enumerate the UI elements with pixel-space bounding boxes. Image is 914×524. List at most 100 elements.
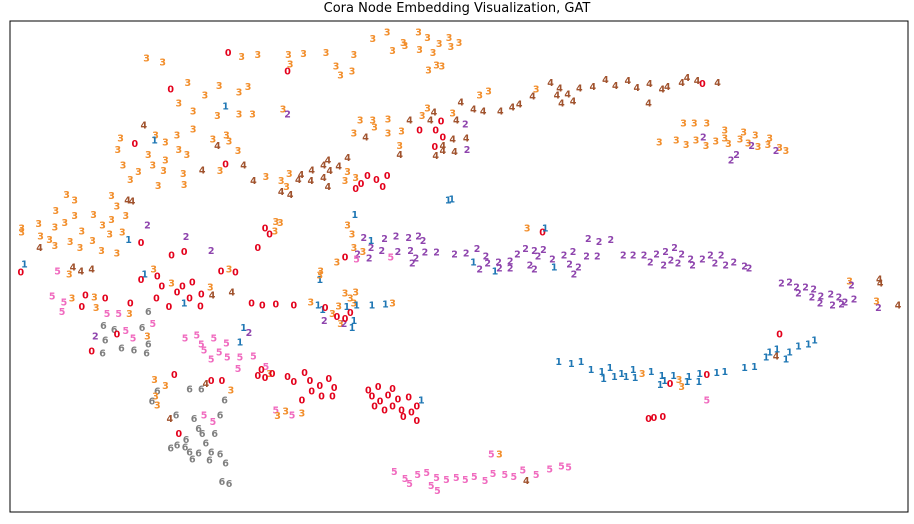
scatter-point-class-0: 0 (352, 184, 359, 195)
scatter-point-class-3: 3 (117, 133, 124, 144)
scatter-point-class-3: 3 (419, 111, 426, 122)
scatter-point-class-3: 3 (351, 243, 358, 254)
scatter-point-class-1: 1 (632, 373, 639, 384)
scatter-point-class-6: 6 (186, 448, 193, 459)
scatter-point-class-4: 4 (124, 196, 131, 207)
scatter-point-class-2: 2 (208, 246, 215, 257)
scatter-point-class-3: 3 (357, 116, 364, 127)
scatter-point-class-0: 0 (218, 266, 225, 277)
scatter-point-class-2: 2 (786, 278, 793, 289)
scatter-point-class-5: 5 (462, 475, 469, 486)
scatter-point-class-6: 6 (182, 443, 189, 454)
scatter-point-class-1: 1 (686, 372, 693, 383)
scatter-point-class-3: 3 (214, 111, 221, 122)
scatter-point-class-6: 6 (173, 410, 180, 421)
scatter-point-class-5: 5 (353, 255, 360, 266)
scatter-point-class-0: 0 (405, 393, 412, 404)
scatter-point-class-1: 1 (542, 224, 549, 235)
scatter-point-class-0: 0 (219, 376, 226, 387)
scatter-point-class-2: 2 (246, 328, 253, 339)
scatter-point-class-4: 4 (624, 76, 631, 87)
scatter-point-class-3: 3 (120, 160, 127, 171)
scatter-point-class-2: 2 (733, 150, 740, 161)
scatter-point-class-3: 3 (286, 169, 293, 180)
scatter-point-class-2: 2 (829, 300, 836, 311)
scatter-point-class-3: 3 (66, 269, 73, 280)
scatter-point-class-3: 3 (476, 91, 483, 102)
scatter-point-class-0: 0 (78, 302, 85, 313)
scatter-point-class-4: 4 (529, 92, 536, 103)
scatter-point-class-3: 3 (703, 141, 710, 152)
scatter-point-class-3: 3 (236, 109, 243, 120)
scatter-point-class-3: 3 (446, 33, 453, 44)
scatter-point-class-3: 3 (46, 235, 53, 246)
scatter-point-class-6: 6 (99, 348, 106, 359)
scatter-point-class-3: 3 (352, 288, 359, 299)
scatter-point-class-0: 0 (262, 224, 269, 235)
scatter-point-class-0: 0 (171, 370, 178, 381)
scatter-point-class-0: 0 (138, 238, 145, 249)
scatter-point-class-5: 5 (391, 467, 398, 478)
scatter-point-class-2: 2 (341, 319, 348, 330)
scatter-point-class-4: 4 (36, 243, 43, 254)
scatter-point-class-0: 0 (248, 298, 255, 309)
scatter-point-class-3: 3 (91, 292, 98, 303)
scatter-point-class-4: 4 (326, 166, 333, 177)
scatter-point-class-5: 5 (488, 450, 495, 461)
scatter-point-class-4: 4 (659, 85, 666, 96)
scatter-point-class-1: 1 (659, 371, 666, 382)
scatter-point-class-3: 3 (384, 27, 391, 38)
scatter-point-class-3: 3 (342, 289, 349, 300)
scatter-point-class-2: 2 (415, 232, 422, 243)
scatter-point-class-3: 3 (721, 126, 728, 137)
scatter-point-class-1: 1 (684, 377, 691, 388)
scatter-point-class-2: 2 (561, 251, 568, 262)
scatter-point-class-2: 2 (699, 255, 706, 266)
scatter-point-class-0: 0 (342, 314, 349, 325)
scatter-point-class-0: 0 (369, 392, 376, 403)
scatter-point-class-0: 0 (651, 413, 658, 424)
scatter-point-class-2: 2 (594, 252, 601, 263)
scatter-point-class-1: 1 (623, 372, 630, 383)
scatter-point-class-5: 5 (414, 470, 421, 481)
scatter-point-class-4: 4 (439, 141, 446, 152)
scatter-point-class-4: 4 (646, 79, 653, 90)
scatter-point-class-3: 3 (89, 236, 96, 247)
scatter-point-class-1: 1 (382, 299, 389, 310)
scatter-point-class-2: 2 (793, 283, 800, 294)
scatter-point-class-5: 5 (453, 473, 460, 484)
scatter-point-class-3: 3 (108, 215, 115, 226)
scatter-point-class-4: 4 (298, 170, 305, 181)
scatter-point-class-0: 0 (395, 395, 402, 406)
scatter-point-class-1: 1 (151, 135, 158, 146)
scatter-point-class-0: 0 (208, 376, 215, 387)
scatter-point-class-5: 5 (235, 364, 242, 375)
scatter-point-class-4: 4 (694, 76, 701, 87)
scatter-point-class-5: 5 (224, 352, 231, 363)
scatter-point-class-4: 4 (199, 165, 206, 176)
scatter-point-class-1: 1 (774, 345, 781, 356)
scatter-point-class-3: 3 (223, 130, 230, 141)
scatter-point-class-3: 3 (433, 61, 440, 72)
scatter-point-class-4: 4 (432, 151, 439, 162)
scatter-point-class-4: 4 (678, 78, 685, 89)
scatter-point-class-3: 3 (334, 258, 341, 269)
scatter-point-class-0: 0 (175, 429, 182, 440)
scatter-point-class-5: 5 (216, 347, 223, 358)
scatter-point-class-3: 3 (299, 408, 306, 419)
scatter-point-class-0: 0 (186, 293, 193, 304)
scatter-point-class-0: 0 (284, 67, 291, 78)
scatter-point-class-2: 2 (483, 252, 490, 263)
scatter-point-class-3: 3 (278, 176, 285, 187)
scatter-point-class-0: 0 (432, 126, 439, 137)
scatter-point-class-3: 3 (226, 264, 233, 275)
scatter-point-class-2: 2 (484, 259, 491, 270)
scatter-point-class-0: 0 (82, 291, 89, 302)
scatter-point-class-3: 3 (78, 227, 85, 238)
scatter-point-class-4: 4 (664, 82, 671, 93)
scatter-point-class-5: 5 (387, 253, 394, 264)
scatter-point-class-1: 1 (448, 195, 455, 206)
scatter-point-class-6: 6 (217, 410, 224, 421)
scatter-point-class-3: 3 (873, 296, 880, 307)
scatter-point-class-5: 5 (198, 340, 205, 351)
